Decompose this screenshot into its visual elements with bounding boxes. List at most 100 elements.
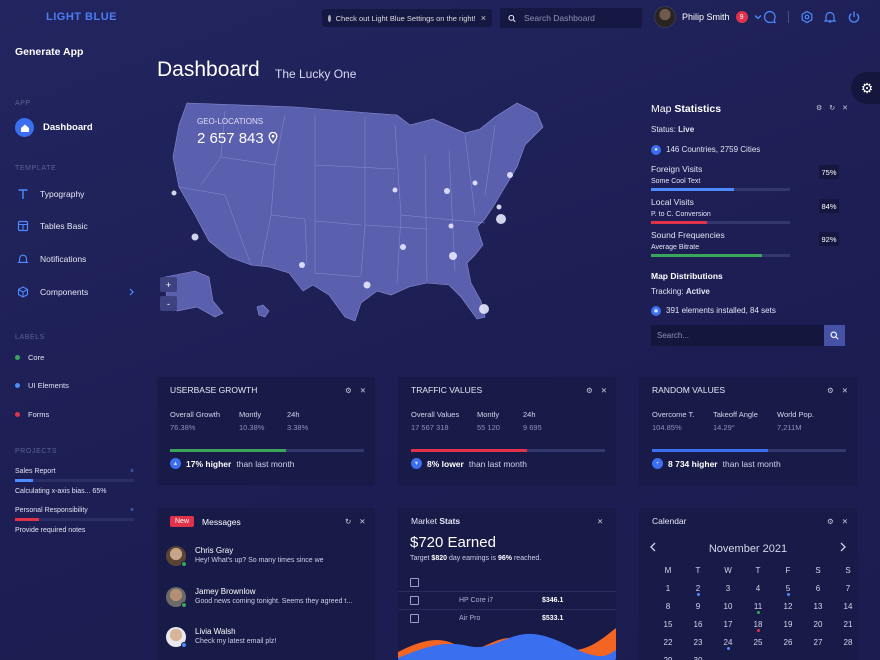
calendar-day[interactable]: 24 xyxy=(713,633,743,651)
row-checkbox[interactable] xyxy=(410,596,419,605)
chevron-down-icon[interactable] xyxy=(754,13,762,21)
message-sender: Chris Gray xyxy=(195,546,234,555)
settings-icon[interactable] xyxy=(800,10,814,24)
calendar-day[interactable]: 14 xyxy=(843,601,853,611)
calendar-day[interactable]: 19 xyxy=(783,619,793,629)
close-icon[interactable]: × xyxy=(129,507,134,514)
stat-foreign-visits: Foreign Visits Some Cool Text xyxy=(651,164,846,191)
col-value: 55 120 xyxy=(477,423,500,432)
sidebar-item-components[interactable]: Components xyxy=(15,284,135,300)
settings-icon[interactable]: ⚙ xyxy=(345,386,352,395)
calendar-day[interactable]: 4 xyxy=(755,583,761,593)
list-item[interactable]: Chris Gray Hey! What's up? So many times … xyxy=(166,546,324,567)
calendar-day[interactable]: 30 xyxy=(693,655,703,660)
calendar-day[interactable]: 13 xyxy=(813,601,823,611)
col-value: 17 567 318 xyxy=(411,423,449,432)
chevron-right-icon[interactable] xyxy=(839,542,847,552)
close-icon[interactable]: ✕ xyxy=(841,517,849,526)
calendar-day[interactable]: 3 xyxy=(725,583,731,593)
calendar-day[interactable]: 28 xyxy=(843,637,853,647)
label-core[interactable]: Core xyxy=(15,353,44,362)
project-personal-responsibility[interactable]: Personal Responsibility × Provide require… xyxy=(15,507,134,534)
close-icon[interactable]: ✕ xyxy=(359,386,367,395)
calendar-day[interactable]: 21 xyxy=(843,619,853,629)
table-row[interactable]: HP Core i7 $346.1 xyxy=(398,591,616,609)
calendar-day[interactable]: 27 xyxy=(813,637,823,647)
settings-icon[interactable]: ⚙ xyxy=(816,105,823,112)
gear-icon: ⚙ xyxy=(860,79,874,96)
calendar-day[interactable]: 22 xyxy=(663,637,673,647)
close-icon[interactable]: ✕ xyxy=(842,105,849,112)
sidebar-item-notifications[interactable]: Notifications xyxy=(15,251,86,267)
stat-name: Foreign Visits xyxy=(651,164,703,174)
label-forms[interactable]: Forms xyxy=(15,410,49,419)
user-menu[interactable]: Philip Smith 9 xyxy=(654,6,762,28)
calendar-day[interactable]: 26 xyxy=(783,637,793,647)
refresh-icon[interactable]: ↻ xyxy=(829,105,836,112)
chat-icon[interactable] xyxy=(763,10,777,24)
sidebar-item-tables-basic[interactable]: Tables Basic xyxy=(15,218,88,234)
close-icon[interactable]: ✕ xyxy=(359,517,366,526)
close-icon[interactable]: ✕ xyxy=(600,386,608,395)
list-item[interactable]: Jamey Brownlow Good news coming tonight. … xyxy=(166,587,352,608)
calendar-day[interactable]: 20 xyxy=(813,619,823,629)
zoom-out-button[interactable]: - xyxy=(160,296,177,311)
plus-icon: + xyxy=(652,458,663,469)
calendar-day[interactable]: 16 xyxy=(693,619,703,629)
calendar-day[interactable]: 17 xyxy=(723,619,733,629)
select-all-checkbox[interactable] xyxy=(410,578,419,587)
bell-icon[interactable] xyxy=(823,10,837,24)
usa-map[interactable] xyxy=(165,95,550,330)
table-row[interactable]: Air Pro $533.1 xyxy=(398,609,616,627)
search-button[interactable] xyxy=(824,325,845,346)
close-icon[interactable]: × xyxy=(480,13,486,23)
close-icon[interactable]: ✕ xyxy=(597,517,604,526)
widget-progress xyxy=(652,449,846,452)
calendar-day[interactable]: 18 xyxy=(743,615,773,633)
close-icon[interactable]: × xyxy=(129,468,134,475)
row-checkbox[interactable] xyxy=(410,614,419,623)
power-icon[interactable] xyxy=(847,10,861,24)
col-label: Overall Values xyxy=(411,410,460,419)
search-input[interactable] xyxy=(524,13,634,23)
zoom-in-button[interactable]: + xyxy=(160,277,177,292)
weekday-label: S xyxy=(815,565,821,575)
calendar-day[interactable]: 8 xyxy=(665,601,671,611)
theme-settings-button[interactable]: ⚙ xyxy=(851,72,880,104)
sidebar-item-dashboard[interactable]: Dashboard xyxy=(15,118,93,137)
app-logo[interactable]: LIGHT BLUE xyxy=(46,11,117,23)
calendar-day[interactable]: 11 xyxy=(743,597,773,615)
map-search[interactable] xyxy=(651,325,845,346)
calendar-day[interactable]: 29 xyxy=(663,655,673,660)
settings-icon[interactable]: ⚙ xyxy=(827,386,834,395)
calendar-day[interactable]: 10 xyxy=(723,601,733,611)
chevron-right-icon[interactable] xyxy=(128,288,135,296)
stat-sub: Some Cool Text xyxy=(651,178,701,185)
calendar-day[interactable]: 1 xyxy=(665,583,671,593)
settings-icon[interactable]: ⚙ xyxy=(827,517,834,526)
list-item[interactable]: Livia Walsh Check my latest email plz! xyxy=(166,627,276,648)
user-name[interactable]: Philip Smith xyxy=(682,12,730,22)
label-ui-elements[interactable]: UI Elements xyxy=(15,381,69,390)
calendar-day[interactable]: 23 xyxy=(693,637,703,647)
calendar-day[interactable]: 6 xyxy=(815,583,821,593)
map-search-input[interactable] xyxy=(651,325,824,346)
close-icon[interactable]: ✕ xyxy=(841,386,849,395)
sidebar-item-typography[interactable]: Typography xyxy=(15,186,84,202)
footer-text: than last month xyxy=(722,458,781,469)
dashboard-search[interactable] xyxy=(500,8,642,28)
calendar-day[interactable]: 7 xyxy=(845,583,851,593)
settings-icon[interactable]: ⚙ xyxy=(586,386,593,395)
calendar-day[interactable]: 15 xyxy=(663,619,673,629)
calendar-day[interactable]: 5 xyxy=(773,579,803,597)
project-sales-report[interactable]: Sales Report × Calculating x-axis bias...… xyxy=(15,468,134,495)
calendar-day[interactable]: 25 xyxy=(753,637,763,647)
avatar[interactable] xyxy=(654,6,676,28)
chevron-left-icon[interactable] xyxy=(649,542,657,552)
calendar-day[interactable]: 2 xyxy=(683,579,713,597)
generate-app-link[interactable]: Generate App xyxy=(15,46,84,58)
refresh-icon[interactable]: ↻ xyxy=(345,517,352,526)
elements-installed: ✱ 391 elements installed, 84 sets xyxy=(651,306,846,316)
calendar-day[interactable]: 12 xyxy=(783,601,793,611)
calendar-day[interactable]: 9 xyxy=(695,601,701,611)
